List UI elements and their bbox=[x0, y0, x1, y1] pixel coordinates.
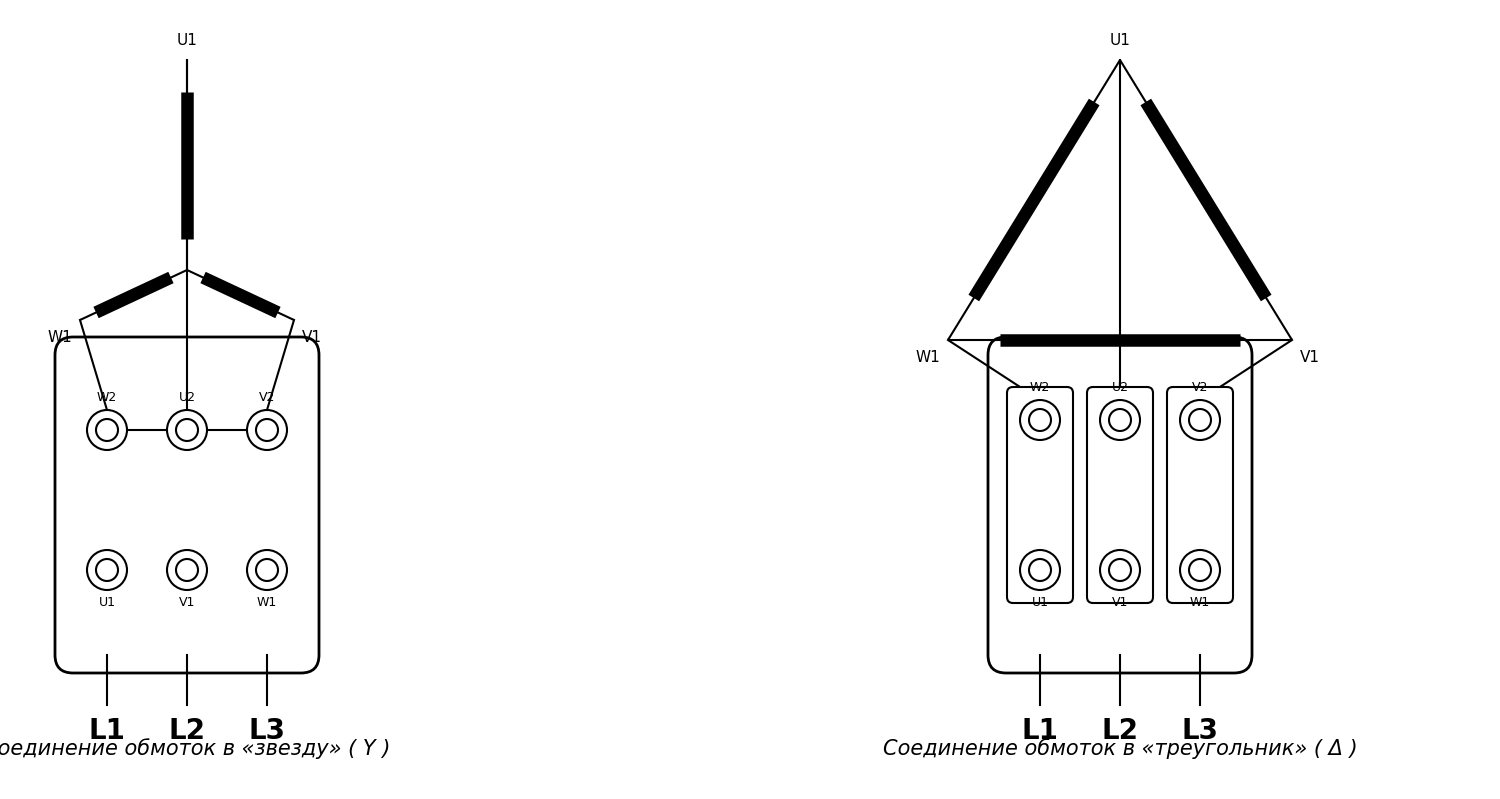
Text: V2: V2 bbox=[260, 391, 274, 404]
Text: L1: L1 bbox=[1022, 717, 1059, 745]
Text: L3: L3 bbox=[1182, 717, 1218, 745]
Text: V1: V1 bbox=[1300, 350, 1320, 365]
Circle shape bbox=[1190, 559, 1210, 581]
Circle shape bbox=[166, 410, 207, 450]
Text: W1: W1 bbox=[256, 596, 278, 609]
Circle shape bbox=[1108, 559, 1131, 581]
Circle shape bbox=[1020, 550, 1060, 590]
Text: U2: U2 bbox=[178, 391, 195, 404]
Text: V1: V1 bbox=[178, 596, 195, 609]
FancyBboxPatch shape bbox=[1088, 387, 1154, 603]
Circle shape bbox=[87, 410, 128, 450]
Circle shape bbox=[176, 559, 198, 581]
Text: V1: V1 bbox=[302, 330, 322, 345]
Circle shape bbox=[256, 559, 278, 581]
Text: U2: U2 bbox=[1112, 381, 1128, 394]
Circle shape bbox=[1180, 400, 1219, 440]
Circle shape bbox=[248, 410, 286, 450]
Circle shape bbox=[96, 559, 118, 581]
Text: U1: U1 bbox=[1032, 596, 1048, 609]
Text: W2: W2 bbox=[98, 391, 117, 404]
Text: L3: L3 bbox=[249, 717, 285, 745]
Circle shape bbox=[1108, 409, 1131, 431]
Text: W2: W2 bbox=[1030, 381, 1050, 394]
Text: U1: U1 bbox=[1110, 33, 1131, 48]
Text: Соединение обмоток в «звезду» ( Y ): Соединение обмоток в «звезду» ( Y ) bbox=[0, 738, 390, 759]
FancyBboxPatch shape bbox=[1007, 387, 1072, 603]
Circle shape bbox=[256, 419, 278, 441]
FancyBboxPatch shape bbox=[988, 337, 1252, 673]
Text: W1: W1 bbox=[915, 350, 940, 365]
Circle shape bbox=[87, 550, 128, 590]
Circle shape bbox=[248, 550, 286, 590]
Text: V2: V2 bbox=[1192, 381, 1208, 394]
Text: U1: U1 bbox=[99, 596, 116, 609]
Text: U1: U1 bbox=[177, 33, 198, 48]
Circle shape bbox=[1029, 559, 1051, 581]
Circle shape bbox=[166, 550, 207, 590]
Circle shape bbox=[1100, 550, 1140, 590]
Circle shape bbox=[1029, 409, 1051, 431]
Text: L2: L2 bbox=[168, 717, 206, 745]
Text: L1: L1 bbox=[88, 717, 126, 745]
Circle shape bbox=[96, 419, 118, 441]
Circle shape bbox=[1020, 400, 1060, 440]
Circle shape bbox=[1180, 550, 1219, 590]
Text: V1: V1 bbox=[1112, 596, 1128, 609]
Text: W1: W1 bbox=[1190, 596, 1210, 609]
FancyBboxPatch shape bbox=[56, 337, 320, 673]
Circle shape bbox=[176, 419, 198, 441]
FancyBboxPatch shape bbox=[1167, 387, 1233, 603]
Circle shape bbox=[1100, 400, 1140, 440]
Text: L2: L2 bbox=[1101, 717, 1138, 745]
Text: Соединение обмоток в «треугольник» ( Δ ): Соединение обмоток в «треугольник» ( Δ ) bbox=[882, 738, 1358, 759]
Text: W1: W1 bbox=[48, 330, 72, 345]
Circle shape bbox=[1190, 409, 1210, 431]
